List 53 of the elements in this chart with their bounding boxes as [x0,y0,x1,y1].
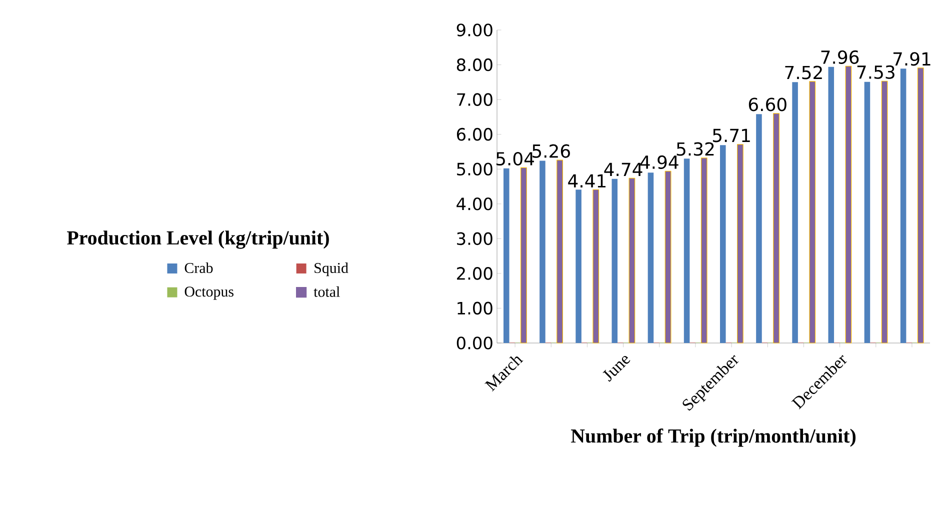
bar [576,190,582,343]
data-label: 7.91 [893,52,930,66]
bar [612,178,618,343]
bar [503,168,510,343]
data-label: 5.04 [496,152,534,166]
y-tick-label: 7.00 [457,93,492,106]
y-tick-label: 5.00 [457,162,492,176]
bar [809,81,816,344]
data-label: 7.53 [857,65,894,79]
y-tick-label: 6.00 [456,128,492,141]
data-label: 4.41 [568,174,606,188]
bar [845,66,852,344]
bar [556,160,563,344]
bar [792,82,798,343]
legend-label: Octopus [184,286,234,300]
data-label: 4.74 [604,162,642,176]
bar [648,172,654,343]
bar [720,145,726,343]
y-tick-label: 1.00 [458,302,492,315]
data-label: 6.60 [748,98,786,112]
bar [628,178,636,344]
y-tick-label: 3.00 [457,232,492,246]
x-axis-title: Number of Trip (trip/month/unit) [570,428,856,447]
legend-label: Squid [314,262,348,276]
bar [540,160,546,343]
bar [756,114,762,343]
data-label: 5.71 [712,128,750,142]
y-tick-label: 9.00 [456,24,492,36]
data-label: 7.52 [785,66,822,80]
bar [917,68,924,344]
bar [592,189,600,344]
y-tick-label: 0.00 [456,336,492,350]
x-tick-label: June [602,356,630,382]
bar [700,158,708,344]
bar [864,82,870,343]
bar [684,158,690,343]
legend-title: Production Level (kg/trip/unit) [67,230,329,249]
data-label: 7.96 [821,50,859,64]
bar [881,80,888,344]
data-label: 5.26 [532,144,570,158]
data-label: 4.94 [640,155,678,169]
legend-label: Crab [184,262,213,274]
bar [664,170,672,344]
data-label: 5.32 [676,142,714,156]
y-tick-label: 8.00 [456,58,492,72]
legend-label: total [314,286,340,297]
y-tick-label: 2.00 [457,267,492,280]
bar [773,113,780,344]
bar [737,144,744,344]
bar [520,167,527,344]
y-tick-label: 4.00 [456,197,492,210]
bar [900,68,906,343]
bar [828,66,834,343]
